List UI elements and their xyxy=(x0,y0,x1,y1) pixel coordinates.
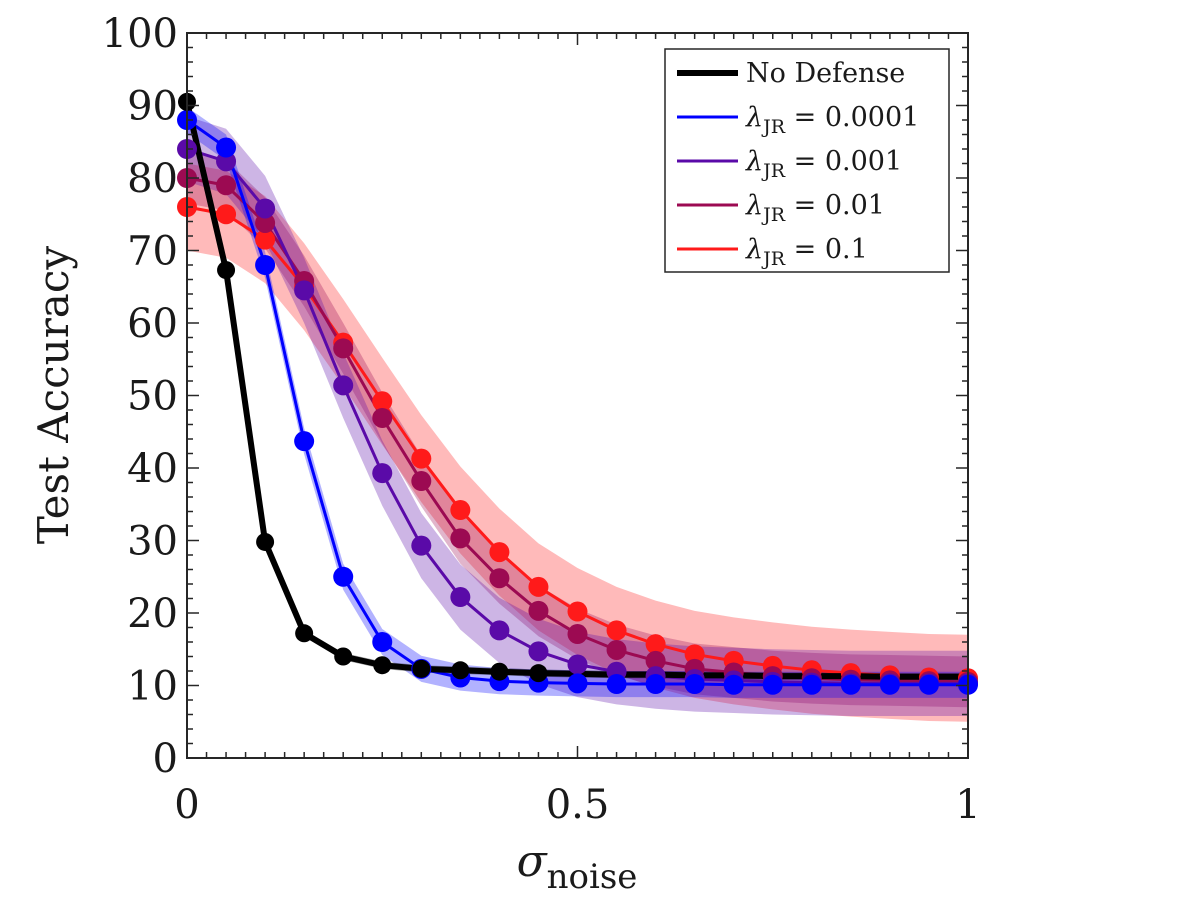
y-tick-label-100: 100 xyxy=(102,11,178,57)
point-jr-0-0001-13 xyxy=(684,674,705,695)
point-jr-0-0001-17 xyxy=(840,674,861,695)
point-jr-0-001-10 xyxy=(567,654,588,675)
point-jr-0-001-7 xyxy=(450,587,471,608)
legend-entry-jr-0-0001: λJR = 0.0001 xyxy=(677,102,919,138)
point-jr-0-0001-1 xyxy=(216,137,237,158)
point-jr-0-01-10 xyxy=(567,624,588,645)
point-no-defense-4 xyxy=(334,647,353,666)
series-markers xyxy=(177,92,978,695)
x-tick-labels: 0 0.5 1 xyxy=(174,782,980,828)
point-jr-0-0001-12 xyxy=(645,674,666,695)
y-tick-label-60: 60 xyxy=(127,301,178,347)
y-tick-label-90: 90 xyxy=(127,84,178,130)
y-tick-label-70: 70 xyxy=(127,229,178,275)
legend-label-jr-0-001: λJR = 0.001 xyxy=(745,146,902,182)
y-tick-label-40: 40 xyxy=(127,446,178,492)
point-jr-0-01-2 xyxy=(255,212,276,233)
point-jr-0-001-2 xyxy=(255,198,276,219)
point-jr-0-01-6 xyxy=(411,471,432,492)
y-axis-label: Test Accuracy xyxy=(29,246,78,544)
x-tick-label-1: 0.5 xyxy=(546,782,610,828)
legend-entry-no-defense: No Defense xyxy=(677,58,905,89)
point-jr-0-0001-15 xyxy=(762,674,783,695)
point-jr-0-001-3 xyxy=(294,280,315,301)
point-jr-0-001-1 xyxy=(216,151,237,172)
point-no-defense-6 xyxy=(412,659,431,678)
legend-entry-jr-0-01: λJR = 0.01 xyxy=(677,190,885,226)
x-axis-label-symbol: σ xyxy=(517,836,549,887)
point-jr-0-0001-5 xyxy=(372,632,393,652)
point-jr-0-01-11 xyxy=(606,639,627,660)
legend: No Defense λJR = 0.0001 λJR = 0.001 λJR = 0… xyxy=(664,48,950,273)
point-jr-0-0001-3 xyxy=(294,431,315,452)
point-jr-0-1-8 xyxy=(489,542,510,563)
point-jr-0-0001-10 xyxy=(567,673,588,694)
point-jr-0-1-7 xyxy=(450,500,471,521)
point-jr-0-01-12 xyxy=(645,650,666,671)
point-jr-0-0001-11 xyxy=(606,674,627,695)
y-tick-labels: 0 10 20 30 40 50 60 70 80 90 100 xyxy=(102,11,178,782)
point-jr-0-1-11 xyxy=(606,620,627,641)
point-jr-0-001-5 xyxy=(372,463,393,484)
point-jr-0-1-2 xyxy=(255,229,276,250)
point-jr-0-1-5 xyxy=(372,391,393,412)
point-jr-0-001-4 xyxy=(333,375,354,396)
band-jr-0-001 xyxy=(187,116,968,716)
point-jr-0-0001-19 xyxy=(918,674,939,695)
point-jr-0-1-1 xyxy=(216,204,237,225)
point-jr-0-0001-4 xyxy=(333,566,354,587)
y-tick-label-10: 10 xyxy=(127,664,178,710)
legend-entry-jr-0-1: λJR = 0.1 xyxy=(677,234,868,270)
point-jr-0-0001-18 xyxy=(879,674,900,695)
point-jr-0-0001-16 xyxy=(801,674,822,695)
y-tick-label-0: 0 xyxy=(153,736,178,782)
point-jr-0-01-4 xyxy=(333,338,354,359)
point-no-defense-8 xyxy=(490,662,509,681)
point-jr-0-001-9 xyxy=(528,641,549,662)
legend-label-jr-0-1: λJR = 0.1 xyxy=(745,234,868,270)
legend-label-jr-0-0001: λJR = 0.0001 xyxy=(745,102,919,138)
point-jr-0-1-6 xyxy=(411,448,432,469)
y-tick-label-50: 50 xyxy=(127,374,178,420)
x-axis-label: σnoise xyxy=(517,836,638,897)
point-jr-0-0001-14 xyxy=(723,674,744,695)
point-jr-0-01-1 xyxy=(216,175,237,196)
y-tick-label-80: 80 xyxy=(127,156,178,202)
major-ticks xyxy=(186,32,969,759)
point-jr-0-1-10 xyxy=(567,601,588,622)
point-jr-0-0001-2 xyxy=(255,255,276,275)
point-no-defense-2 xyxy=(256,532,275,551)
x-axis-label-subscript: noise xyxy=(547,857,638,897)
point-jr-0-001-8 xyxy=(489,620,510,641)
point-no-defense-9 xyxy=(529,664,548,683)
point-jr-0-1-9 xyxy=(528,576,549,597)
point-no-defense-5 xyxy=(373,656,392,675)
legend-label-no-defense: No Defense xyxy=(746,58,905,89)
point-jr-0-1-12 xyxy=(645,634,666,655)
point-jr-0-1-13 xyxy=(684,644,705,665)
point-jr-0-001-6 xyxy=(411,535,432,556)
point-no-defense-7 xyxy=(451,661,470,680)
point-no-defense-3 xyxy=(295,624,314,643)
y-tick-label-20: 20 xyxy=(127,591,178,637)
legend-entry-jr-0-001: λJR = 0.001 xyxy=(677,146,902,182)
x-tick-label-2: 1 xyxy=(955,782,980,828)
point-jr-0-01-5 xyxy=(372,407,393,428)
point-jr-0-01-9 xyxy=(528,600,549,621)
y-tick-label-30: 30 xyxy=(127,519,178,565)
point-jr-0-01-7 xyxy=(450,528,471,549)
minor-ticks xyxy=(187,33,968,758)
x-tick-label-0: 0 xyxy=(174,782,199,828)
legend-label-jr-0-01: λJR = 0.01 xyxy=(745,190,885,226)
point-no-defense-1 xyxy=(217,261,236,280)
point-jr-0-01-8 xyxy=(489,568,510,589)
